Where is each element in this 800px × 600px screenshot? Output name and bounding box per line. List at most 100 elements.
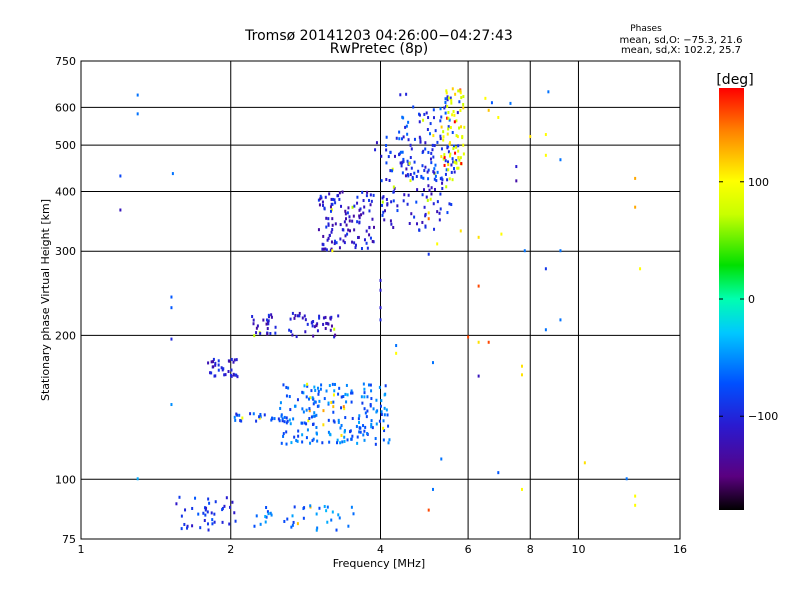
- data-point: [295, 335, 298, 339]
- data-point: [432, 155, 435, 159]
- data-point: [344, 416, 347, 420]
- data-point: [439, 134, 442, 138]
- data-point: [217, 363, 220, 367]
- data-point: [316, 386, 319, 390]
- data-point: [447, 125, 450, 129]
- data-point: [321, 200, 324, 204]
- data-point: [423, 205, 426, 209]
- data-point: [326, 322, 329, 326]
- data-point: [347, 206, 350, 210]
- data-point: [457, 149, 460, 153]
- data-point: [234, 519, 237, 523]
- data-point: [214, 500, 217, 504]
- data-point: [366, 190, 369, 194]
- data-point: [443, 156, 446, 160]
- data-point: [289, 317, 292, 321]
- y-tick-label: 300: [55, 245, 76, 258]
- data-point: [318, 203, 321, 207]
- data-point: [290, 441, 293, 445]
- data-point: [343, 435, 346, 439]
- data-point: [315, 323, 318, 327]
- data-point: [459, 91, 462, 95]
- data-point: [303, 314, 306, 318]
- data-point: [432, 202, 435, 206]
- data-point: [431, 148, 434, 152]
- data-point: [328, 440, 331, 444]
- data-point: [449, 96, 452, 100]
- data-point: [309, 504, 312, 508]
- data-point: [330, 208, 333, 212]
- data-point: [477, 374, 480, 378]
- data-point: [392, 190, 395, 194]
- data-point: [363, 205, 366, 209]
- data-point: [375, 422, 378, 426]
- data-point: [447, 116, 450, 120]
- data-point: [459, 156, 462, 160]
- data-point: [296, 398, 299, 402]
- data-point: [380, 399, 383, 403]
- data-point: [326, 238, 329, 242]
- data-point: [213, 520, 216, 524]
- data-point: [379, 278, 382, 282]
- data-point: [170, 306, 173, 310]
- data-point: [379, 318, 382, 322]
- data-point: [253, 334, 256, 338]
- data-point: [452, 147, 455, 151]
- data-point: [380, 179, 383, 183]
- data-point: [433, 227, 436, 231]
- data-point: [301, 407, 304, 411]
- data-point: [214, 363, 217, 367]
- data-point: [328, 192, 331, 196]
- data-point: [286, 517, 289, 521]
- data-point: [180, 527, 183, 531]
- data-point: [334, 333, 337, 337]
- data-point: [312, 437, 315, 441]
- data-point: [333, 335, 336, 339]
- data-point: [305, 422, 308, 426]
- data-point: [453, 113, 456, 117]
- data-point: [402, 116, 405, 120]
- data-point: [315, 528, 318, 532]
- data-point: [202, 511, 205, 515]
- data-point: [523, 249, 526, 253]
- data-point: [389, 219, 392, 223]
- data-point: [421, 193, 424, 197]
- data-point: [228, 505, 231, 509]
- data-point: [293, 505, 296, 509]
- data-point: [330, 240, 333, 244]
- data-point: [338, 197, 341, 201]
- data-point: [459, 229, 462, 233]
- data-point: [221, 508, 224, 512]
- data-point: [382, 210, 385, 214]
- data-point: [343, 430, 346, 434]
- data-point: [265, 322, 268, 326]
- data-point: [267, 512, 270, 516]
- data-point: [544, 153, 547, 157]
- data-point: [337, 314, 340, 318]
- data-point: [440, 155, 443, 159]
- data-point: [404, 125, 407, 129]
- data-point: [515, 179, 518, 183]
- data-point: [295, 438, 298, 442]
- data-point: [311, 439, 314, 443]
- data-point: [266, 510, 269, 514]
- data-point: [363, 238, 366, 242]
- data-point: [240, 419, 243, 423]
- data-point: [381, 200, 384, 204]
- data-point: [322, 409, 325, 413]
- data-point: [316, 322, 319, 326]
- data-point: [296, 314, 299, 318]
- data-point: [184, 508, 187, 512]
- data-point: [453, 120, 456, 124]
- data-point: [425, 195, 428, 199]
- data-point: [211, 522, 214, 526]
- data-point: [448, 202, 451, 206]
- data-point: [288, 418, 291, 422]
- data-point: [452, 110, 455, 114]
- data-point: [427, 217, 430, 221]
- data-point: [408, 162, 411, 166]
- data-point: [559, 318, 562, 322]
- data-point: [421, 164, 424, 168]
- data-point: [366, 409, 369, 413]
- data-point: [292, 417, 295, 421]
